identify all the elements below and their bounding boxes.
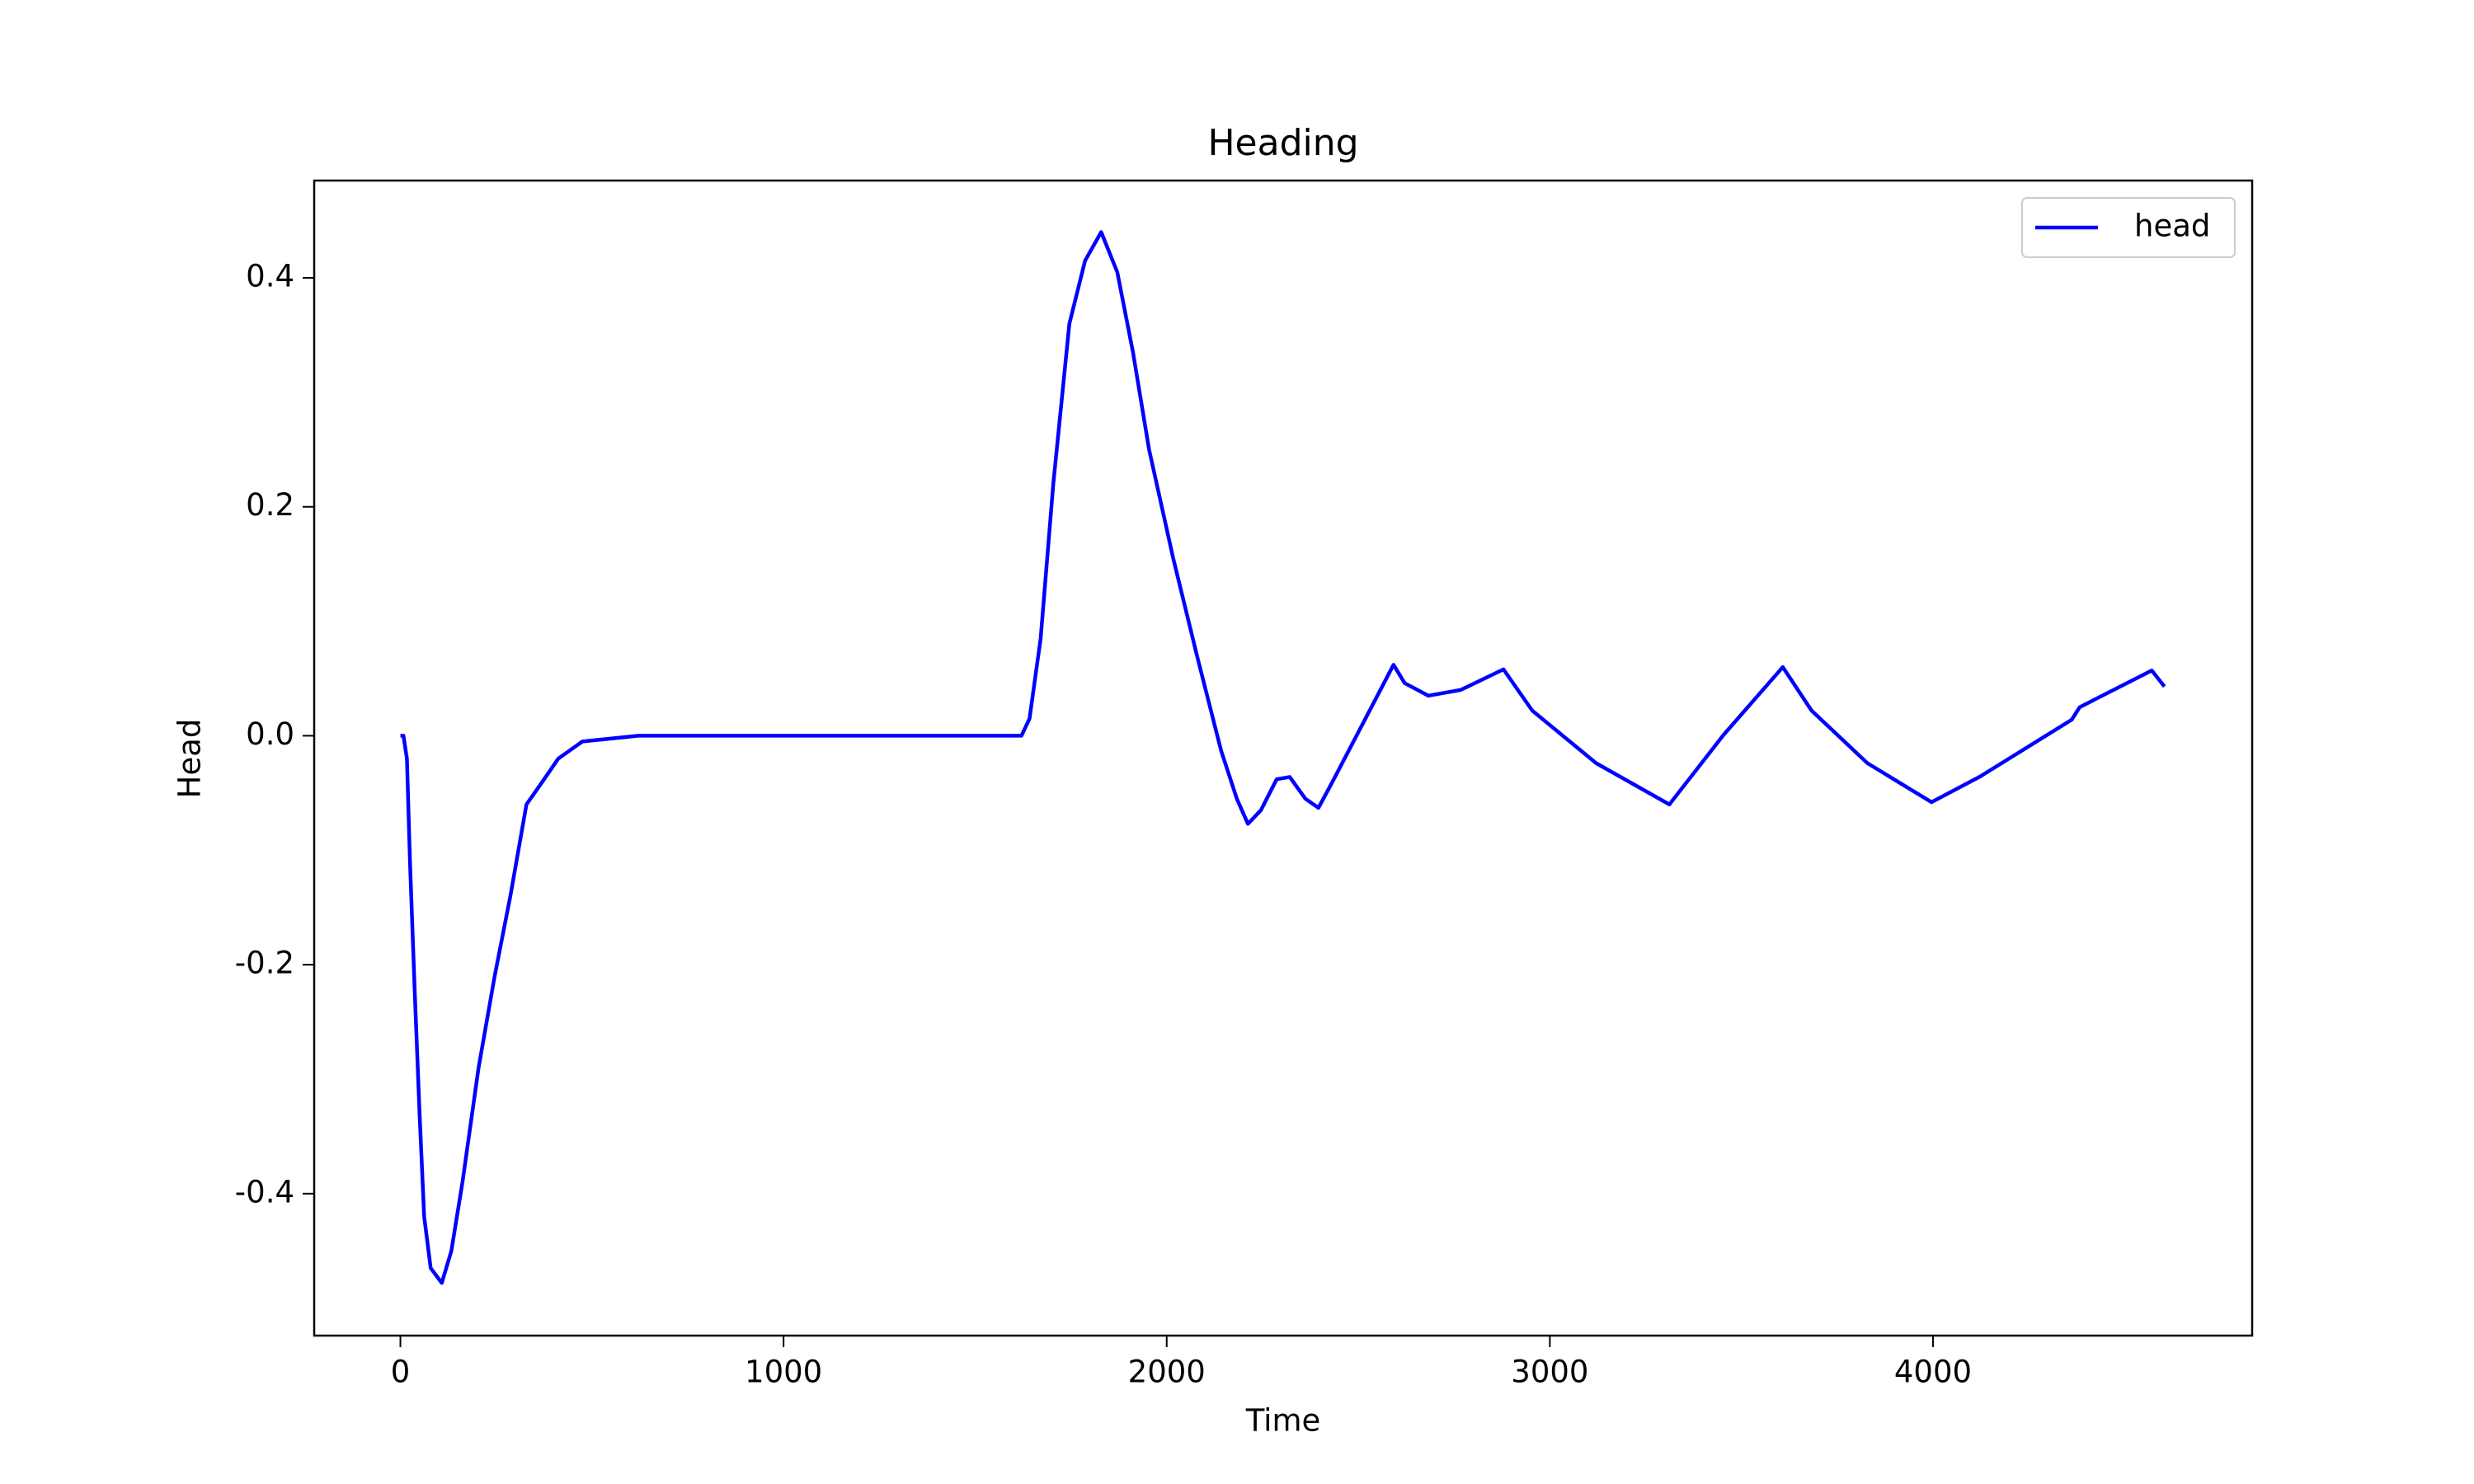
x-tick-label: 1000 <box>745 1355 822 1390</box>
plot-frame <box>313 179 2254 1337</box>
y-tick-label: 0.4 <box>246 259 294 294</box>
x-axis-label: Time <box>1245 1403 1321 1439</box>
chart-title: Heading <box>1207 122 1358 164</box>
y-axis-label: Head <box>172 719 208 799</box>
x-tick-label: 0 <box>391 1355 411 1390</box>
data-line <box>400 230 2166 1285</box>
x-tick-label: 3000 <box>1511 1355 1588 1390</box>
y-tick-label: -0.2 <box>235 946 294 981</box>
y-tick-label: 0.0 <box>246 716 294 752</box>
legend: head <box>2021 197 2236 258</box>
y-tick-label: 0.2 <box>246 487 294 523</box>
legend-box <box>2021 197 2236 258</box>
x-tick-label: 2000 <box>1128 1355 1206 1390</box>
legend-label: head <box>2134 209 2210 244</box>
y-tick-label: -0.4 <box>235 1174 294 1209</box>
x-tick-label: 4000 <box>1894 1355 1972 1390</box>
